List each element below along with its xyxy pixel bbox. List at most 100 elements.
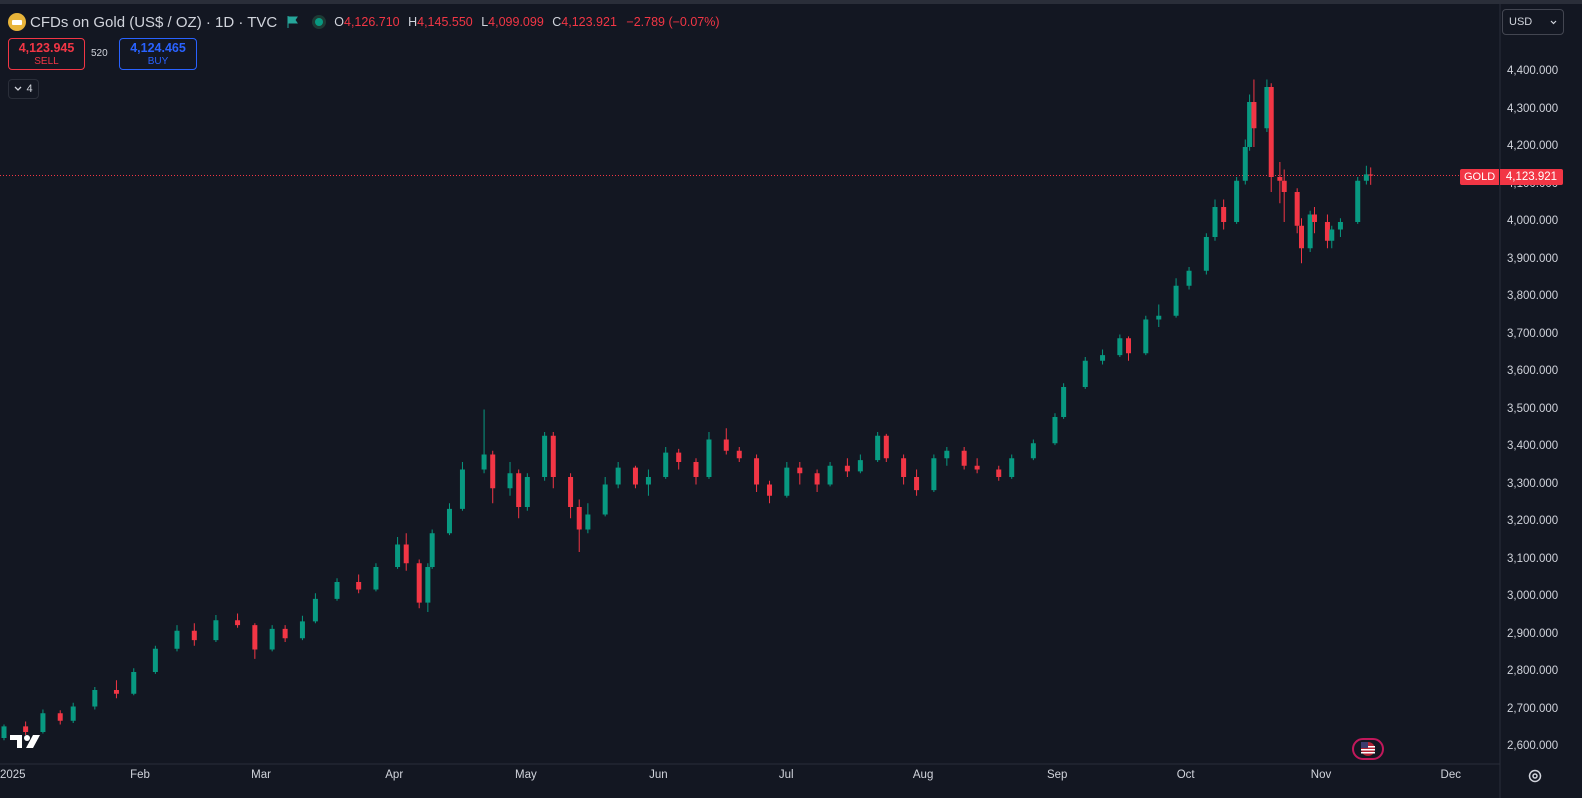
candle <box>1294 188 1300 234</box>
candle <box>1117 334 1123 357</box>
time-axis-label: Aug <box>912 769 934 781</box>
candle-body <box>767 484 773 496</box>
time-axis-label: Sep <box>1046 769 1068 781</box>
tradingview-logo[interactable] <box>10 733 43 749</box>
price-axis-label: 2,700.000 <box>1507 702 1559 715</box>
sell-price: 4,123.945 <box>18 41 75 55</box>
settings-icon[interactable] <box>1527 768 1543 784</box>
price-axis-label: 3,700.000 <box>1507 327 1559 340</box>
candle-body <box>1052 417 1058 444</box>
ohlc-values: O4,126.710 H4,145.550 L4,099.099 C4,123.… <box>334 15 719 29</box>
candle-body <box>1324 222 1330 241</box>
candle-body <box>1281 180 1287 192</box>
candle-body <box>676 452 682 462</box>
currency-select[interactable]: USD <box>1502 9 1564 35</box>
candle <box>516 469 522 519</box>
flag-icon[interactable] <box>287 16 299 28</box>
time-axis-label: Oct <box>1176 769 1195 781</box>
sell-button[interactable]: 4,123.945 SELL <box>8 38 85 70</box>
candle-body <box>403 544 409 564</box>
buy-label: BUY <box>147 56 169 67</box>
candle-body <box>481 454 487 470</box>
candle <box>914 469 920 496</box>
candle-body <box>356 582 362 590</box>
candle-body <box>1173 285 1179 316</box>
candle <box>403 533 409 571</box>
candle-body <box>736 450 742 459</box>
candle <box>1221 199 1227 230</box>
candle <box>1186 267 1192 290</box>
candle <box>1281 169 1287 222</box>
candle <box>429 529 435 569</box>
candle <box>1324 214 1330 249</box>
candle <box>676 448 682 470</box>
price-axis-label: 3,500.000 <box>1507 402 1559 415</box>
candle-body <box>1294 192 1300 226</box>
candle-body <box>1082 360 1088 387</box>
candle-body <box>693 462 699 477</box>
candle-body <box>875 435 881 461</box>
candle-body <box>92 690 98 707</box>
candle-body <box>1268 87 1274 177</box>
candle-body <box>334 582 340 599</box>
candle <box>857 454 863 474</box>
candle <box>334 578 340 601</box>
buy-button[interactable]: 4,124.465 BUY <box>119 38 197 70</box>
buy-price: 4,124.465 <box>130 41 186 55</box>
candle <box>1355 177 1361 224</box>
candle-body <box>615 467 621 485</box>
candle-body <box>1009 458 1015 477</box>
candle-body <box>1311 214 1317 222</box>
indicators-toggle-button[interactable]: 4 <box>8 79 39 99</box>
candle <box>1234 177 1240 224</box>
candle-body <box>1234 180 1240 222</box>
candle-body <box>1242 147 1248 181</box>
candle <box>282 625 288 642</box>
candle-body <box>395 544 401 567</box>
candle <box>395 537 401 569</box>
candle-body <box>754 458 760 485</box>
candle <box>944 447 950 466</box>
candle-body <box>1117 338 1123 356</box>
candle <box>269 625 275 652</box>
candle <box>767 480 773 504</box>
candle <box>1100 349 1106 365</box>
ohlc-high-key: H <box>408 15 418 29</box>
ohlc-close-key: C <box>552 15 562 29</box>
candle <box>1311 207 1317 234</box>
symbol-title[interactable]: CFDs on Gold (US$ / OZ) · 1D · TVC <box>30 13 278 31</box>
candle <box>1264 79 1270 132</box>
candle-body <box>1247 102 1253 147</box>
candle-body <box>1126 338 1131 354</box>
candle-body <box>1337 222 1343 230</box>
candle-body <box>814 473 820 485</box>
candle-body <box>931 458 937 491</box>
candle-body <box>113 690 119 694</box>
candle <box>576 499 582 552</box>
candle <box>252 623 258 659</box>
candle <box>1247 94 1253 151</box>
candle <box>1268 83 1274 192</box>
candle <box>1363 165 1369 185</box>
candle <box>814 469 820 492</box>
price-axis-label: 3,100.000 <box>1507 552 1559 565</box>
candle-body <box>944 450 950 459</box>
candle-body <box>23 726 29 732</box>
economic-events-icon[interactable] <box>1352 738 1384 760</box>
candle <box>213 615 219 642</box>
candle-body <box>784 467 790 496</box>
candle <box>92 687 98 710</box>
candle <box>152 645 158 674</box>
candle-body <box>131 672 137 694</box>
candle <box>883 433 889 462</box>
candle <box>797 462 803 485</box>
market-status-icon[interactable] <box>312 15 327 29</box>
candle-body <box>914 477 920 491</box>
candle <box>1052 413 1058 446</box>
candle-body <box>1143 319 1149 354</box>
candle <box>706 432 712 479</box>
currency-value: USD <box>1509 16 1533 28</box>
candle-body <box>1251 102 1257 129</box>
candle <box>1173 278 1179 318</box>
